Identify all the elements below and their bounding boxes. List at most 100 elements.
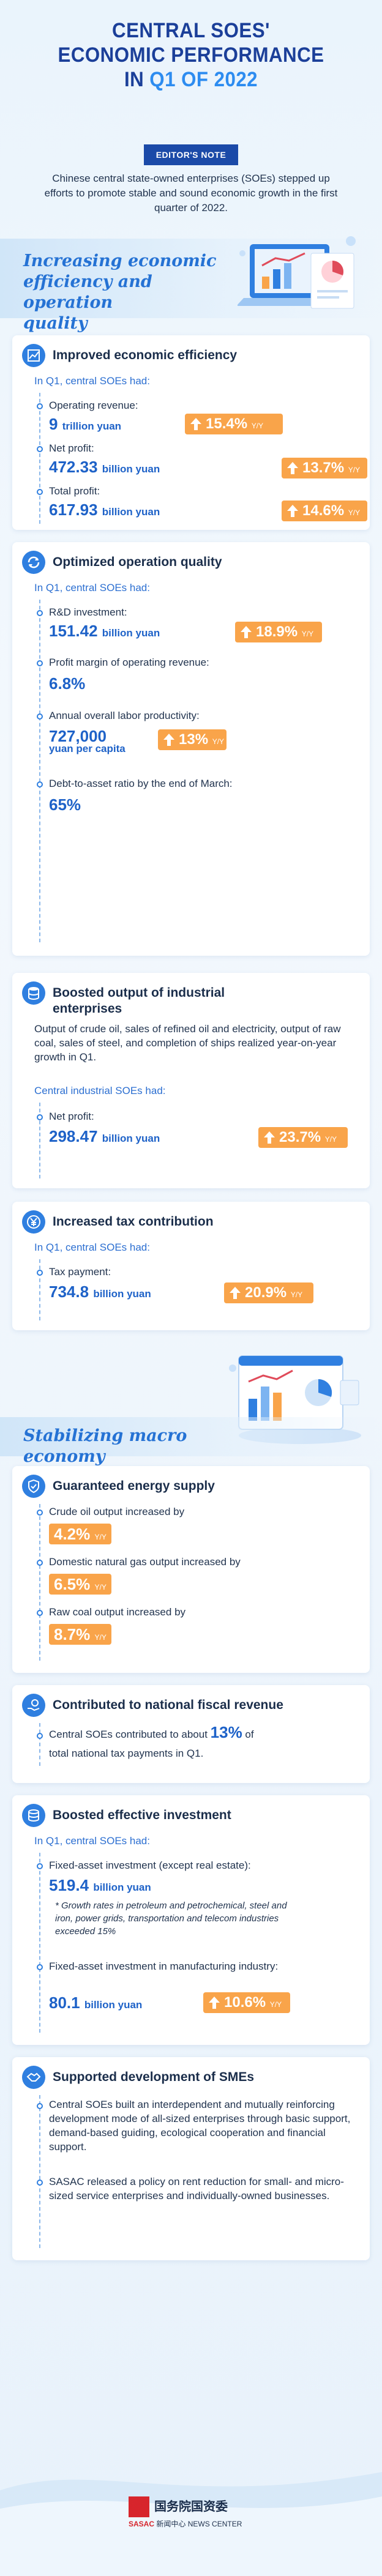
item-label: Net profit: — [49, 1111, 94, 1122]
growth-badge: 13.7% Y/Y — [282, 458, 367, 478]
footer-cn-name: 国务院国资委 — [154, 2499, 228, 2514]
item-label: Tax payment: — [49, 1266, 111, 1278]
bullet — [37, 1509, 43, 1516]
card-title: Boosted effective investment — [53, 1808, 231, 1822]
growth-badge: 13% Y/Y — [158, 729, 227, 750]
value-badge: 4.2% Y/Y — [49, 1524, 111, 1544]
main-title: CENTRAL SOES' ECONOMIC PERFORMANCE IN Q1… — [0, 18, 382, 92]
debt-label: Debt-to-asset ratio by the end of March: — [49, 778, 233, 789]
section-band-2 — [0, 1417, 382, 1456]
coin-hand-icon — [22, 1694, 45, 1717]
title-line-1: CENTRAL SOES' — [112, 19, 270, 42]
labor-label: Annual overall labor productivity: — [49, 710, 200, 721]
card-title: Supported development of SMEs — [53, 2070, 255, 2084]
item-value: 9 trillion yuan — [49, 415, 122, 433]
value-badge: 6.5% Y/Y — [49, 1574, 111, 1595]
item-value: 617.93 billion yuan — [49, 501, 160, 519]
card-effective-investment: Boosted effective investment In Q1, cent… — [12, 1795, 370, 2045]
card-title: Boosted output of industrial enterprises — [53, 986, 225, 1016]
bullet — [37, 1964, 43, 1970]
item-label: Operating revenue: — [49, 400, 138, 411]
card-industrial-output: Boosted output of industrial enterprises… — [12, 973, 370, 1188]
footer-wave-decoration — [0, 2472, 382, 2576]
value-badge: 8.7% Y/Y — [49, 1624, 111, 1645]
bullet — [37, 2103, 43, 2109]
arrow-up-icon — [287, 462, 298, 474]
fiscal-text-line2: total national tax payments in Q1. — [49, 1748, 204, 1759]
intro-text: Chinese central state-owned enterprises … — [44, 173, 338, 214]
rd-label: R&D investment: — [49, 606, 127, 618]
industrial-paragraph: Output of crude oil, sales of refined oi… — [34, 1023, 341, 1063]
labor-unit: yuan per capita — [49, 743, 125, 754]
bullet — [37, 489, 43, 495]
arrow-up-icon — [287, 505, 298, 517]
card-subhead: In Q1, central SOEs had: — [34, 375, 150, 387]
arrow-up-icon — [241, 626, 252, 638]
dashed-line — [39, 1103, 40, 1178]
smes-paragraph-2: SASAC released a policy on rent reductio… — [49, 2176, 344, 2202]
item-label: Net profit: — [49, 442, 94, 454]
item-value: 298.47 billion yuan — [49, 1127, 160, 1145]
card-smes-development: Supported development of SMEs Central SO… — [12, 2057, 370, 2260]
growth-badge: 18.9% Y/Y — [235, 622, 322, 642]
card-title: Increased tax contribution — [53, 1215, 214, 1229]
sasac-logo — [129, 2496, 149, 2517]
bullet — [37, 2180, 43, 2186]
shield-check-icon — [22, 1475, 45, 1498]
growth-badge: 23.7% Y/Y — [258, 1127, 348, 1148]
arrow-up-icon — [163, 734, 174, 746]
debt-value: 65% — [49, 795, 81, 814]
item-label: Domestic natural gas output increased by — [49, 1556, 241, 1568]
arrow-up-icon — [190, 418, 201, 430]
card-title: Guaranteed energy supply — [53, 1479, 215, 1493]
growth-badge: 15.4% Y/Y — [185, 414, 283, 434]
title-line-3: IN Q1 OF 2022 — [124, 68, 258, 91]
fixed-asset-value: 519.4 billion yuan — [49, 1876, 151, 1894]
coin-stack-icon — [22, 1804, 45, 1827]
dashed-line — [39, 1853, 40, 2033]
bullet — [37, 1610, 43, 1616]
item-label: Raw coal output increased by — [49, 1606, 186, 1618]
dashed-line — [39, 393, 40, 524]
growth-badge: 14.6% Y/Y — [282, 501, 367, 521]
title-line-2: ECONOMIC PERFORMANCE — [58, 43, 324, 67]
fixed-asset-label: Fixed-asset investment (except real esta… — [49, 1859, 251, 1871]
section-title-efficiency: Increasing economic efficiency and opera… — [23, 251, 217, 333]
card-title: Contributed to national fiscal revenue — [53, 1698, 283, 1712]
smes-paragraph-1: Central SOEs built an interdependent and… — [49, 2099, 351, 2153]
refresh-cycle-icon — [22, 551, 45, 574]
card-tax-contribution: Increased tax contribution In Q1, centra… — [12, 1202, 370, 1330]
bullet — [37, 1270, 43, 1276]
bullet — [37, 1114, 43, 1120]
card-subhead: In Q1, central SOEs had: — [34, 1241, 150, 1253]
dashed-line — [39, 2095, 40, 2248]
database-icon — [22, 981, 45, 1005]
bullet — [37, 1560, 43, 1566]
bullet — [37, 781, 43, 787]
labor-value: 727,000 — [49, 727, 107, 745]
footer-en-name: SASAC 新闻中心 NEWS CENTER — [129, 2520, 242, 2528]
arrow-up-icon — [264, 1131, 275, 1144]
card-operation-quality: Optimized operation quality In Q1, centr… — [12, 542, 370, 956]
laptop-charts-illustration — [238, 236, 356, 309]
yen-icon — [22, 1210, 45, 1234]
manufacturing-label: Fixed-asset investment in manufacturing … — [49, 1960, 279, 1972]
item-value: 472.33 billion yuan — [49, 458, 160, 476]
bullet — [37, 446, 43, 452]
margin-value: 6.8% — [49, 674, 86, 693]
item-label: Total profit: — [49, 485, 100, 497]
fiscal-value: 13% — [210, 1723, 242, 1741]
bullet — [37, 713, 43, 720]
card-title: Optimized operation quality — [53, 555, 222, 569]
fixed-asset-note: * Growth rates in petroleum and petroche… — [55, 1900, 287, 1937]
bullet — [37, 1863, 43, 1869]
growth-badge: 20.9% Y/Y — [224, 1282, 313, 1303]
title-accent: Q1 OF 2022 — [149, 68, 258, 91]
section-title-macro: Stabilizing macro economy — [23, 1426, 187, 1466]
arrow-up-icon — [230, 1287, 241, 1299]
bullet — [37, 403, 43, 409]
card-fiscal-revenue: Contributed to national fiscal revenue C… — [12, 1685, 370, 1783]
growth-badge: 10.6% Y/Y — [203, 1992, 290, 2013]
dashed-line — [39, 600, 40, 942]
